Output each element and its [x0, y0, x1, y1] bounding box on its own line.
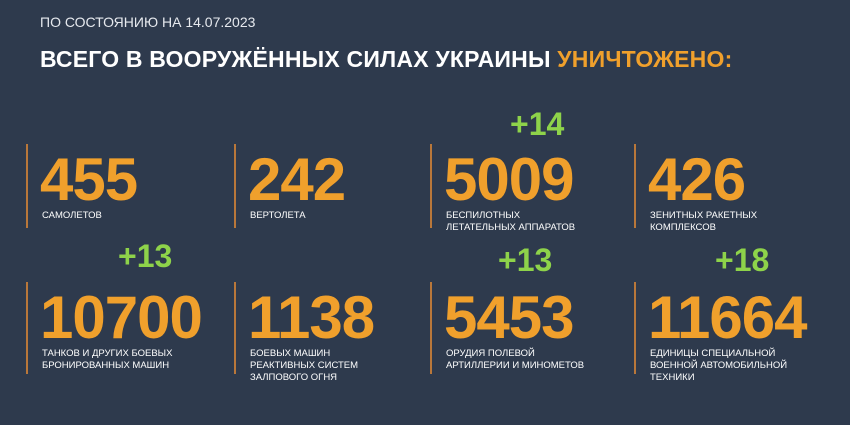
separator: [634, 282, 636, 374]
date: ПО СОСТОЯНИЮ НА 14.07.2023: [40, 14, 256, 30]
title: ВСЕГО В ВООРУЖЁННЫХ СИЛАХ УКРАИНЫ УНИЧТО…: [40, 46, 732, 73]
label: ЗЕНИТНЫХ РАКЕТНЫХ: [650, 210, 758, 221]
label: КОМПЛЕКСОВ: [650, 222, 716, 233]
label: ВОЕННОЙ АВТОМОБИЛЬНОЙ: [650, 360, 788, 371]
value: 11664: [648, 284, 808, 351]
separator: [430, 282, 432, 374]
value: 10700: [40, 284, 203, 351]
value: 242: [248, 146, 346, 213]
title-text: ВСЕГО В ВООРУЖЁННЫХ СИЛАХ УКРАИНЫ: [40, 46, 551, 72]
title-highlight: УНИЧТОЖЕНО:: [557, 46, 733, 72]
label: ЕДИНИЦЫ СПЕЦИАЛЬНОЙ: [650, 348, 776, 359]
label: БЕСПИЛОТНЫХ: [446, 210, 521, 221]
value: 5009: [444, 146, 574, 213]
delta: +14: [510, 106, 565, 142]
separator: [430, 144, 432, 228]
label: ЗАЛПОВОГО ОГНЯ: [250, 372, 338, 383]
label: БОЕВЫХ МАШИН: [250, 348, 331, 359]
label: ЛЕТАТЕЛЬНЫХ АППАРАТОВ: [446, 222, 576, 233]
value: 426: [648, 146, 746, 213]
delta: +18: [715, 242, 770, 278]
separator: [26, 282, 28, 374]
separator: [26, 144, 28, 228]
value: 1138: [248, 284, 375, 351]
label: ТАНКОВ И ДРУГИХ БОЕВЫХ: [42, 348, 173, 359]
value: 455: [40, 146, 138, 213]
label: БРОНИРОВАННЫХ МАШИН: [42, 360, 170, 371]
label: ОРУДИЯ ПОЛЕВОЙ: [446, 348, 535, 359]
label: ВЕРТОЛЕТА: [250, 210, 306, 221]
separator: [634, 144, 636, 228]
label: ТЕХНИКИ: [650, 372, 695, 383]
label: РЕАКТИВНЫХ СИСТЕМ: [250, 360, 359, 371]
separator: [234, 282, 236, 374]
separator: [234, 144, 236, 228]
delta: +13: [498, 242, 553, 278]
label: АРТИЛЛЕРИИ И МИНОМЕТОВ: [446, 360, 585, 371]
value: 5453: [444, 284, 574, 351]
delta: +13: [118, 238, 173, 274]
label: САМОЛЕТОВ: [42, 210, 102, 221]
